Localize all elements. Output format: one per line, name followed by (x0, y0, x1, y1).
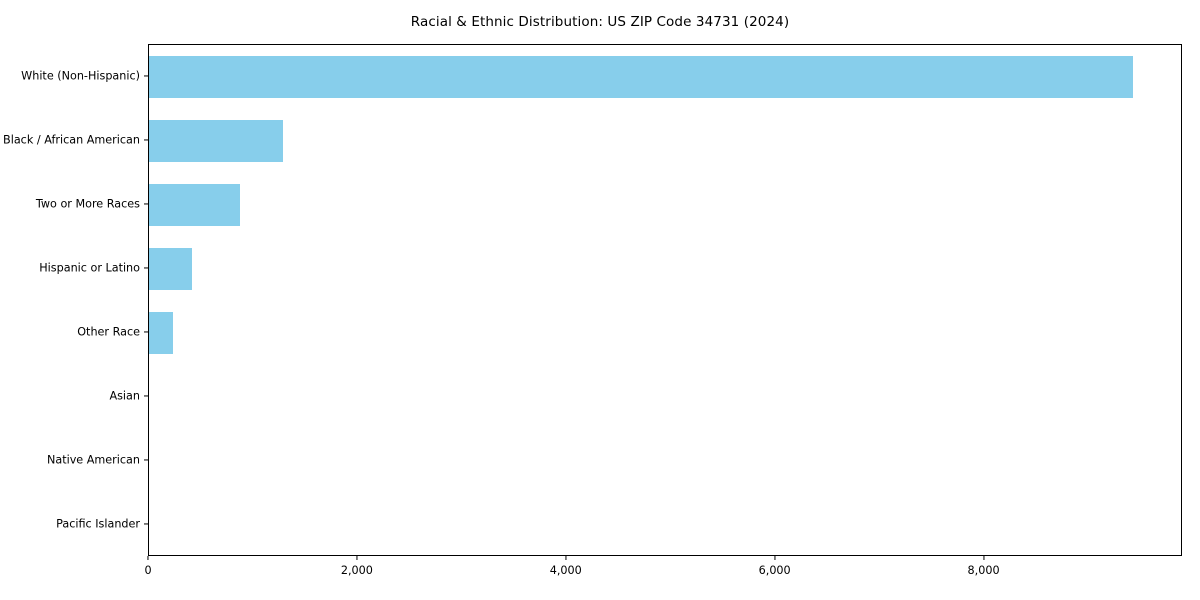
y-axis-tick-mark (144, 203, 148, 205)
x-axis-tick-mark (774, 556, 776, 560)
x-axis-tick-mark (983, 556, 985, 560)
y-axis-tick-label: Asian (109, 389, 140, 403)
plot-area (148, 44, 1182, 556)
bar (149, 183, 240, 227)
x-axis-tick-label: 8,000 (967, 564, 1000, 577)
x-axis-tick-label: 2,000 (340, 564, 373, 577)
chart-title: Racial & Ethnic Distribution: US ZIP Cod… (410, 14, 790, 30)
y-axis-tick-label: Pacific Islander (56, 517, 140, 531)
y-axis-tick-label: Hispanic or Latino (39, 261, 140, 275)
y-axis-tick-mark (144, 139, 148, 141)
y-axis-tick-mark (144, 523, 148, 525)
y-axis-tick-mark (144, 459, 148, 461)
bars-layer (149, 45, 1181, 555)
y-axis-tick-label: Native American (46, 453, 140, 467)
bar (149, 311, 174, 355)
x-axis-tick-mark (147, 556, 149, 560)
y-axis-tick-mark (144, 395, 148, 397)
y-axis-tick-mark (144, 331, 148, 333)
y-axis-tick-label: Two or More Races (35, 197, 140, 211)
y-axis-tick-label: White (Non-Hispanic) (21, 69, 140, 83)
x-axis-tick-label: 4,000 (549, 564, 582, 577)
bar (149, 55, 1134, 99)
bar (149, 247, 192, 291)
y-axis-tick-mark (144, 267, 148, 269)
x-axis-tick-mark (565, 556, 567, 560)
x-axis-tick-label: 0 (144, 564, 152, 577)
bar (149, 119, 283, 163)
y-axis-tick-label: Other Race (77, 325, 140, 339)
y-axis-tick-label: Black / African American (3, 133, 140, 147)
x-axis-tick-mark (356, 556, 358, 560)
x-axis-tick-label: 6,000 (758, 564, 791, 577)
y-axis-tick-mark (144, 75, 148, 77)
